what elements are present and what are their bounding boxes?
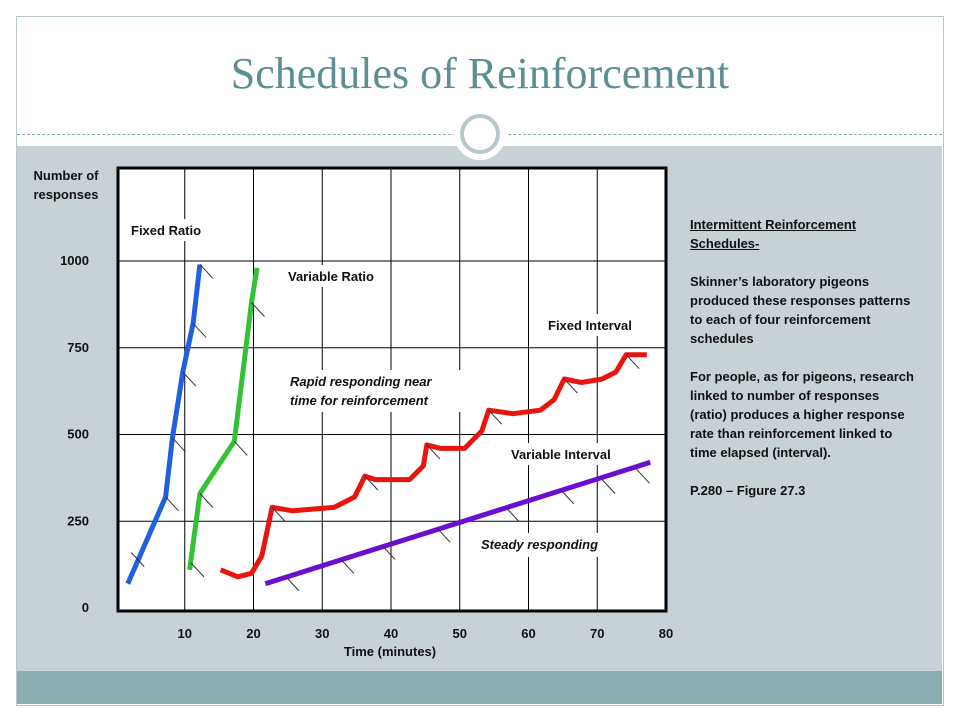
reinforcement-mark <box>381 545 396 560</box>
reinforcement-mark <box>601 479 616 494</box>
y-tick-label: 250 <box>67 513 89 528</box>
series-line-variable-interval <box>264 459 652 587</box>
annotation-box <box>280 265 390 287</box>
reinforcement-mark <box>192 323 207 338</box>
annotation-label: Steady responding <box>481 537 598 552</box>
y-axis-label: Number of <box>34 168 100 183</box>
annotation-label: Variable Ratio <box>288 269 374 284</box>
reinforcement-mark <box>285 576 300 592</box>
circle-ornament-icon <box>454 108 506 160</box>
page-title: Schedules of Reinforcement <box>230 49 730 98</box>
y-axis-label: responses <box>33 187 98 202</box>
y-tick-label: 0 <box>82 600 89 615</box>
side-reference: P.280 – Figure 27.3 <box>690 483 806 498</box>
x-tick-label: 70 <box>590 626 604 641</box>
x-tick-label: 40 <box>384 626 398 641</box>
annotation-layer: Fixed Ratio Variable Ratio Fixed Interval V… <box>123 219 648 557</box>
reinforcement-mark <box>488 409 503 425</box>
x-tick-label: 50 <box>453 626 467 641</box>
axis-layer: 10 20 30 40 50 60 70 80 0 250 500 750 1000 Time (minu… <box>33 168 673 659</box>
reinforcement-mark <box>436 527 451 543</box>
reinforcement-mark <box>172 437 186 453</box>
annotation-box <box>540 314 648 336</box>
y-tick-label: 1000 <box>60 253 89 268</box>
x-tick-label: 20 <box>246 626 260 641</box>
annotation-label: time for reinforcement <box>290 393 429 408</box>
reinforcement-mark <box>199 264 214 279</box>
reinforcement-mark <box>199 493 214 508</box>
side-paragraph-2: For people, as for pigeons, research lin… <box>690 369 914 460</box>
reinforcement-mark <box>563 378 578 394</box>
reinforcement-mark <box>251 302 265 317</box>
reinforcement-mark <box>130 552 145 567</box>
side-paragraph-1: Skinner’s laboratory pigeons produced th… <box>690 274 911 346</box>
reinforcement-mark <box>364 475 379 491</box>
y-tick-label: 500 <box>67 427 89 442</box>
series-layer <box>125 264 652 592</box>
annotation-label: Fixed Interval <box>548 318 632 333</box>
x-tick-label: 80 <box>659 626 673 641</box>
reinforcement-mark <box>190 562 205 578</box>
annotation-box <box>282 370 480 412</box>
series-line-variable-ratio <box>187 267 260 571</box>
reinforcement-mark <box>165 496 179 512</box>
x-tick-label: 60 <box>521 626 535 641</box>
reinforcement-mark <box>271 507 286 522</box>
reinforcement-mark <box>233 441 248 456</box>
annotation-label: Fixed Ratio <box>131 223 201 238</box>
x-tick-label: 10 <box>178 626 192 641</box>
footer-band <box>17 671 942 704</box>
reinforcement-mark <box>505 507 520 522</box>
reinforcement-mark <box>182 371 197 387</box>
reinforcement-mark <box>426 444 441 460</box>
annotation-label: Variable Interval <box>511 447 611 462</box>
side-notes: Intermittent Reinforcement Schedules- Sk… <box>690 215 915 519</box>
plot-frame <box>116 166 668 613</box>
annotation-box <box>123 219 219 241</box>
annotation-box <box>473 533 638 557</box>
reinforcement-mark <box>625 354 640 370</box>
annotation-box <box>503 443 633 465</box>
reinforcement-mark <box>560 489 575 505</box>
y-tick-label: 750 <box>67 340 89 355</box>
annotation-label: Rapid responding near <box>290 374 433 389</box>
x-tick-label: 30 <box>315 626 329 641</box>
x-axis-label: Time (minutes) <box>344 644 436 659</box>
side-heading: Intermittent Reinforcement Schedules- <box>690 217 857 251</box>
series-line-fixed-ratio <box>125 264 203 585</box>
reinforcement-mark <box>636 468 650 484</box>
series-line-fixed-interval <box>219 352 647 580</box>
reinforcement-mark <box>340 559 355 574</box>
